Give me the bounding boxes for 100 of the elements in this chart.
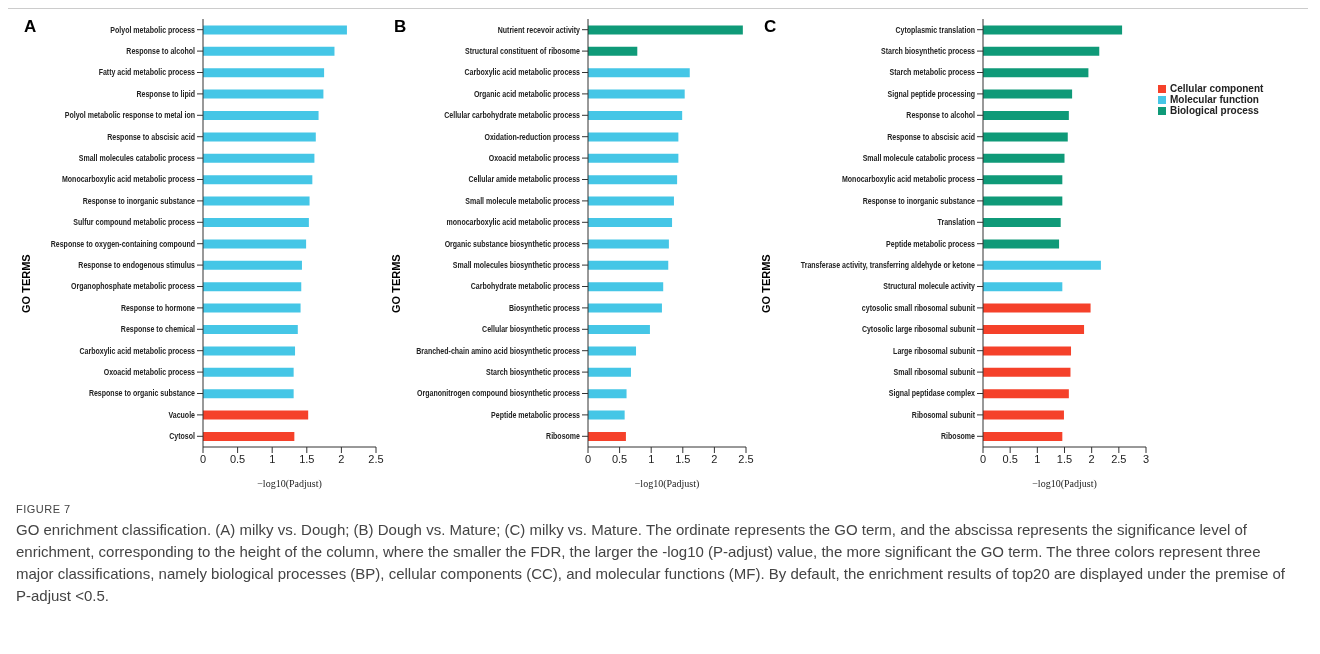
x-tick-label: 0.5	[229, 452, 246, 465]
x-tick-label: 2	[1088, 452, 1095, 465]
x-tick-label: 1.5	[299, 452, 315, 465]
y-tick-label: Response to alcohol	[906, 109, 975, 121]
bar	[983, 432, 1063, 442]
x-tick-label: 0	[199, 452, 207, 465]
y-tick-label: Structural constituent of ribosome	[464, 45, 581, 57]
y-tick-label: Transferase activity, transferring aldehyde or ketone	[800, 259, 976, 271]
bar	[983, 89, 1073, 99]
y-tick-label: Polyol metabolic process	[110, 23, 196, 35]
bar	[983, 111, 1069, 121]
legend-label: Cellular component	[1170, 83, 1264, 94]
x-axis-title: −log10(Padjust)	[1032, 478, 1097, 490]
bar	[983, 282, 1063, 292]
bar	[588, 432, 626, 442]
bar	[588, 89, 685, 99]
x-axis-title: −log10(Padjust)	[634, 478, 700, 490]
bar	[983, 153, 1065, 163]
bar	[588, 410, 625, 420]
bar	[588, 25, 743, 35]
bar	[983, 346, 1072, 356]
y-tick-label: Sulfur compound metabolic process	[73, 216, 196, 228]
x-tick-label: 2	[711, 452, 718, 465]
y-tick-label: Polyol metabolic response to metal ion	[64, 109, 195, 121]
bar	[203, 175, 313, 185]
y-tick-label: Ribosome	[546, 430, 581, 442]
x-tick-label: 1.5	[675, 452, 691, 465]
y-tick-label: monocarboxylic acid metabolic process	[446, 216, 581, 228]
y-tick-label: Signal peptidase complex	[888, 387, 976, 399]
bar	[588, 175, 678, 185]
bar	[983, 175, 1063, 185]
y-tick-label: Structural molecule activity	[883, 280, 976, 292]
bar	[203, 432, 295, 442]
y-tick-label: Ribosome	[941, 430, 976, 442]
bar	[588, 239, 669, 249]
x-tick-label: 2.5	[1111, 452, 1127, 465]
text: GO enrichment classification. (A) milky vs. Dough; (B) Dough vs. Mature; (C) milky vs. Mature. The ordinate represents the GO term, and the abscissa represents the significance level of enrichment, corresponding to the height of the column, where the smaller the FDR, the larger the -log10 (P-adjust) value, the more significant the GO term. The three colors represent three major classifications, namely biological processes (BP), cellular components (CC), and molecular functions (MF). By default, the enrichment results of top20 are displayed under the premise of P-adjust <0.5.	[16, 520, 1286, 606]
y-tick-label: Response to inorganic substance	[82, 194, 196, 207]
bar	[588, 46, 638, 56]
y-tick-label: Small molecule metabolic process	[465, 194, 581, 207]
x-tick-label: 1.5	[1056, 452, 1073, 465]
bar	[203, 25, 347, 35]
y-tick-label: Organic substance biosynthetic process	[444, 237, 581, 249]
y-tick-label: Response to inorganic substance	[862, 194, 976, 207]
y-tick-label: Response to lipid	[136, 87, 195, 100]
y-tick-label: Response to hormone	[120, 301, 196, 314]
bar	[203, 218, 309, 228]
y-tick-label: Starch biosynthetic process	[880, 45, 976, 57]
y-tick-label: Small molecules biosynthetic process	[452, 259, 581, 271]
bar	[588, 68, 690, 78]
bar	[588, 196, 674, 206]
x-tick-label: 0	[584, 452, 592, 465]
y-tick-label: Fatty acid metabolic process	[98, 66, 196, 78]
y-tick-label: Signal peptide processing	[887, 87, 975, 100]
y-tick-label: Small ribosomal subunit	[893, 366, 976, 378]
y-tick-label: cytosolic small ribosomal subunit	[861, 301, 976, 314]
y-tick-label: Peptide metabolic process	[886, 237, 976, 249]
bar	[588, 218, 673, 228]
bar	[983, 410, 1064, 420]
bar	[203, 153, 315, 163]
y-axis-title: GO TERMS	[760, 254, 772, 313]
x-tick-label: 0	[979, 452, 987, 465]
y-tick-label: Small molecule catabolic process	[862, 152, 976, 164]
bar	[203, 111, 319, 121]
y-tick-label: Carbohydrate metabolic process	[470, 280, 581, 292]
y-tick-label: Carboxylic acid metabolic process	[79, 344, 196, 356]
bar	[588, 325, 650, 335]
x-tick-label: 3	[1142, 452, 1150, 465]
bar	[983, 260, 1101, 270]
y-tick-label: Organonitrogen compound biosynthetic process	[416, 387, 581, 399]
y-tick-label: Response to chemical	[120, 323, 195, 335]
y-tick-label: Large ribosomal subunit	[893, 344, 976, 356]
y-tick-label: Peptide metabolic process	[491, 408, 581, 421]
y-tick-label: Response to oxygen-containing compound	[50, 237, 195, 249]
bar	[983, 303, 1091, 313]
bar	[203, 260, 302, 270]
bar	[588, 282, 664, 292]
y-tick-label: Starch metabolic process	[889, 66, 976, 78]
bar	[983, 389, 1069, 399]
y-axis-title: GO TERMS	[20, 254, 32, 313]
bar	[203, 303, 301, 313]
y-tick-label: Vacuole	[168, 408, 196, 421]
bar	[983, 325, 1085, 335]
y-tick-label: Cellular biosynthetic process	[482, 323, 581, 335]
y-tick-label: Carboxylic acid metabolic process	[464, 66, 581, 78]
bar	[588, 111, 683, 121]
y-tick-label: Organic acid metabolic process	[473, 87, 581, 100]
x-tick-label: 0.5	[611, 452, 628, 465]
x-tick-label: 2	[338, 452, 345, 465]
bar	[203, 239, 307, 249]
y-tick-label: Monocarboxylic acid metabolic process	[61, 173, 196, 185]
bar	[588, 303, 662, 313]
bar	[203, 325, 298, 335]
y-tick-label: Response to abscisic acid	[107, 130, 195, 142]
bar	[983, 218, 1061, 228]
bar	[983, 196, 1063, 206]
y-tick-label: Response to abscisic acid	[887, 130, 975, 142]
y-tick-label: Branched-chain amino acid biosynthetic process	[416, 344, 581, 356]
bar	[203, 389, 294, 399]
x-tick-label: 2.5	[738, 452, 754, 465]
